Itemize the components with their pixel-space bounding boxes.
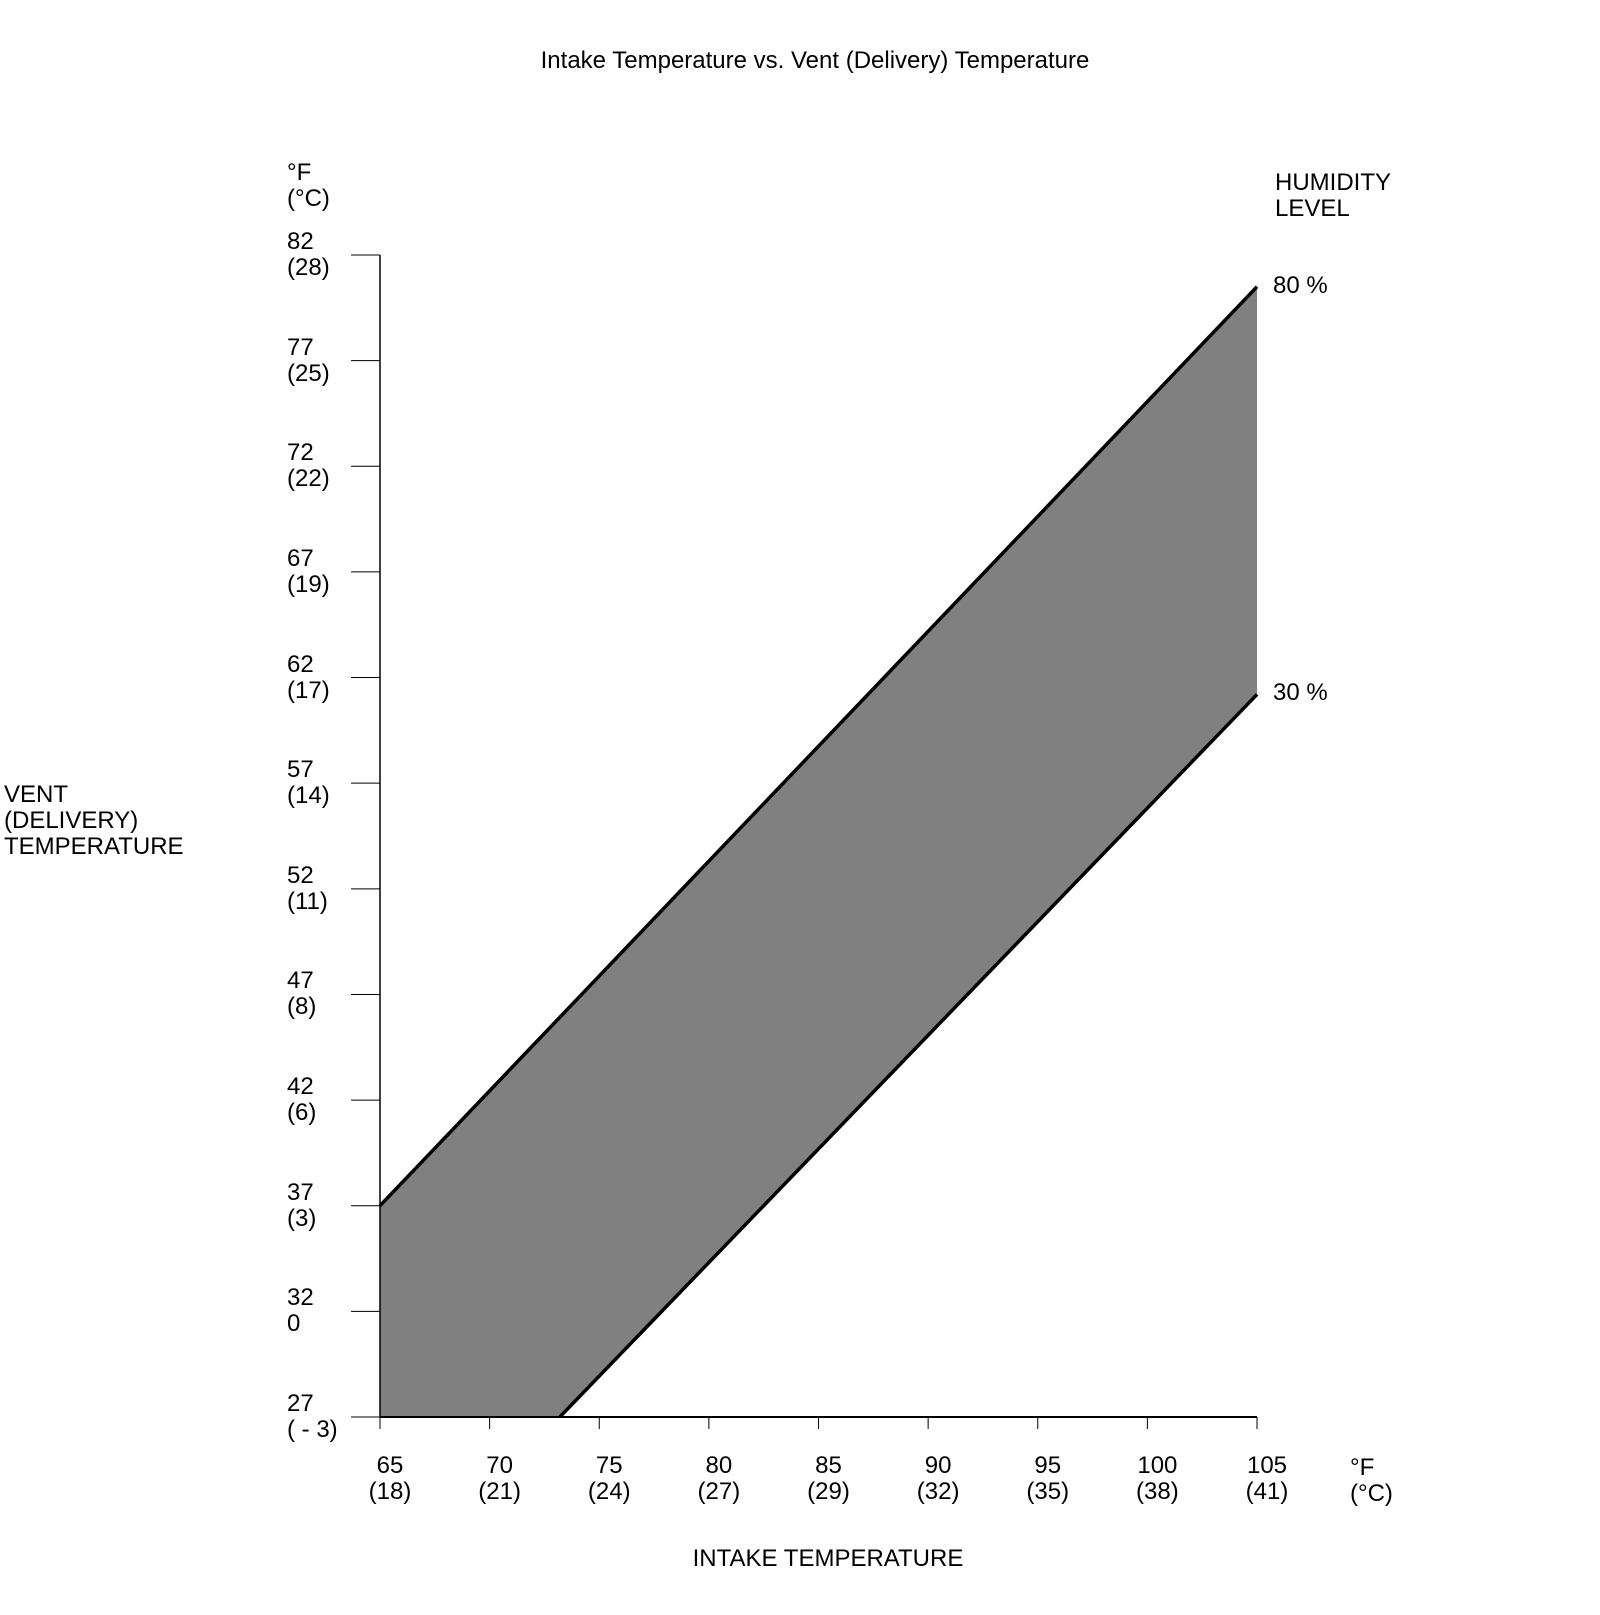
y-tick-label: 47 (8) <box>287 967 317 1021</box>
x-tick-label: 105 (41) <box>1245 1452 1289 1505</box>
x-tick-label: 100 (38) <box>1136 1452 1179 1505</box>
y-tick-label: 82 (28) <box>287 228 330 281</box>
series-label: 30 % <box>1273 679 1328 707</box>
y-tick-label: 57 (14) <box>287 756 330 810</box>
x-unit: °F (°C) <box>1350 1454 1393 1507</box>
x-tick-label: 80 (27) <box>697 1452 741 1505</box>
y-tick-label: 72 (22) <box>287 439 330 493</box>
x-tick-label: 75 (24) <box>587 1452 631 1505</box>
y-tick-label: 32 0 <box>287 1284 314 1338</box>
y-tick-label: 52 (11) <box>287 861 328 915</box>
x-tick-label: 65 (18) <box>368 1452 412 1505</box>
band-fill <box>380 286 1257 1417</box>
y-tick-label: 62 (17) <box>287 650 330 704</box>
x-tick-label: 70 (21) <box>478 1452 521 1505</box>
chart-title: Intake Temperature vs. Vent (Delivery) T… <box>540 47 1090 74</box>
series-label: 80 % <box>1273 271 1328 299</box>
y-tick-label: 37 (3) <box>287 1178 317 1232</box>
y-tick-label: 67 (19) <box>287 544 330 598</box>
y-axis-label: VENT (DELIVERY) TEMPERATURE <box>4 781 184 860</box>
y-tick-label: 27 ( - 3) <box>287 1390 338 1443</box>
x-tick-label: 95 (35) <box>1026 1452 1070 1505</box>
y-tick-label: 77 (25) <box>287 333 330 387</box>
x-axis-label: INTAKE TEMPERATURE <box>692 1545 964 1572</box>
x-tick-label: 90 (32) <box>916 1452 960 1505</box>
legend-title: HUMIDITY LEVEL <box>1275 169 1391 222</box>
series-line <box>558 693 1259 1419</box>
x-tick-label: 85 (29) <box>807 1452 850 1505</box>
y-tick-label: 42 (6) <box>287 1073 317 1127</box>
series-line <box>378 285 1259 1207</box>
y-unit: °F (°C) <box>287 159 330 212</box>
